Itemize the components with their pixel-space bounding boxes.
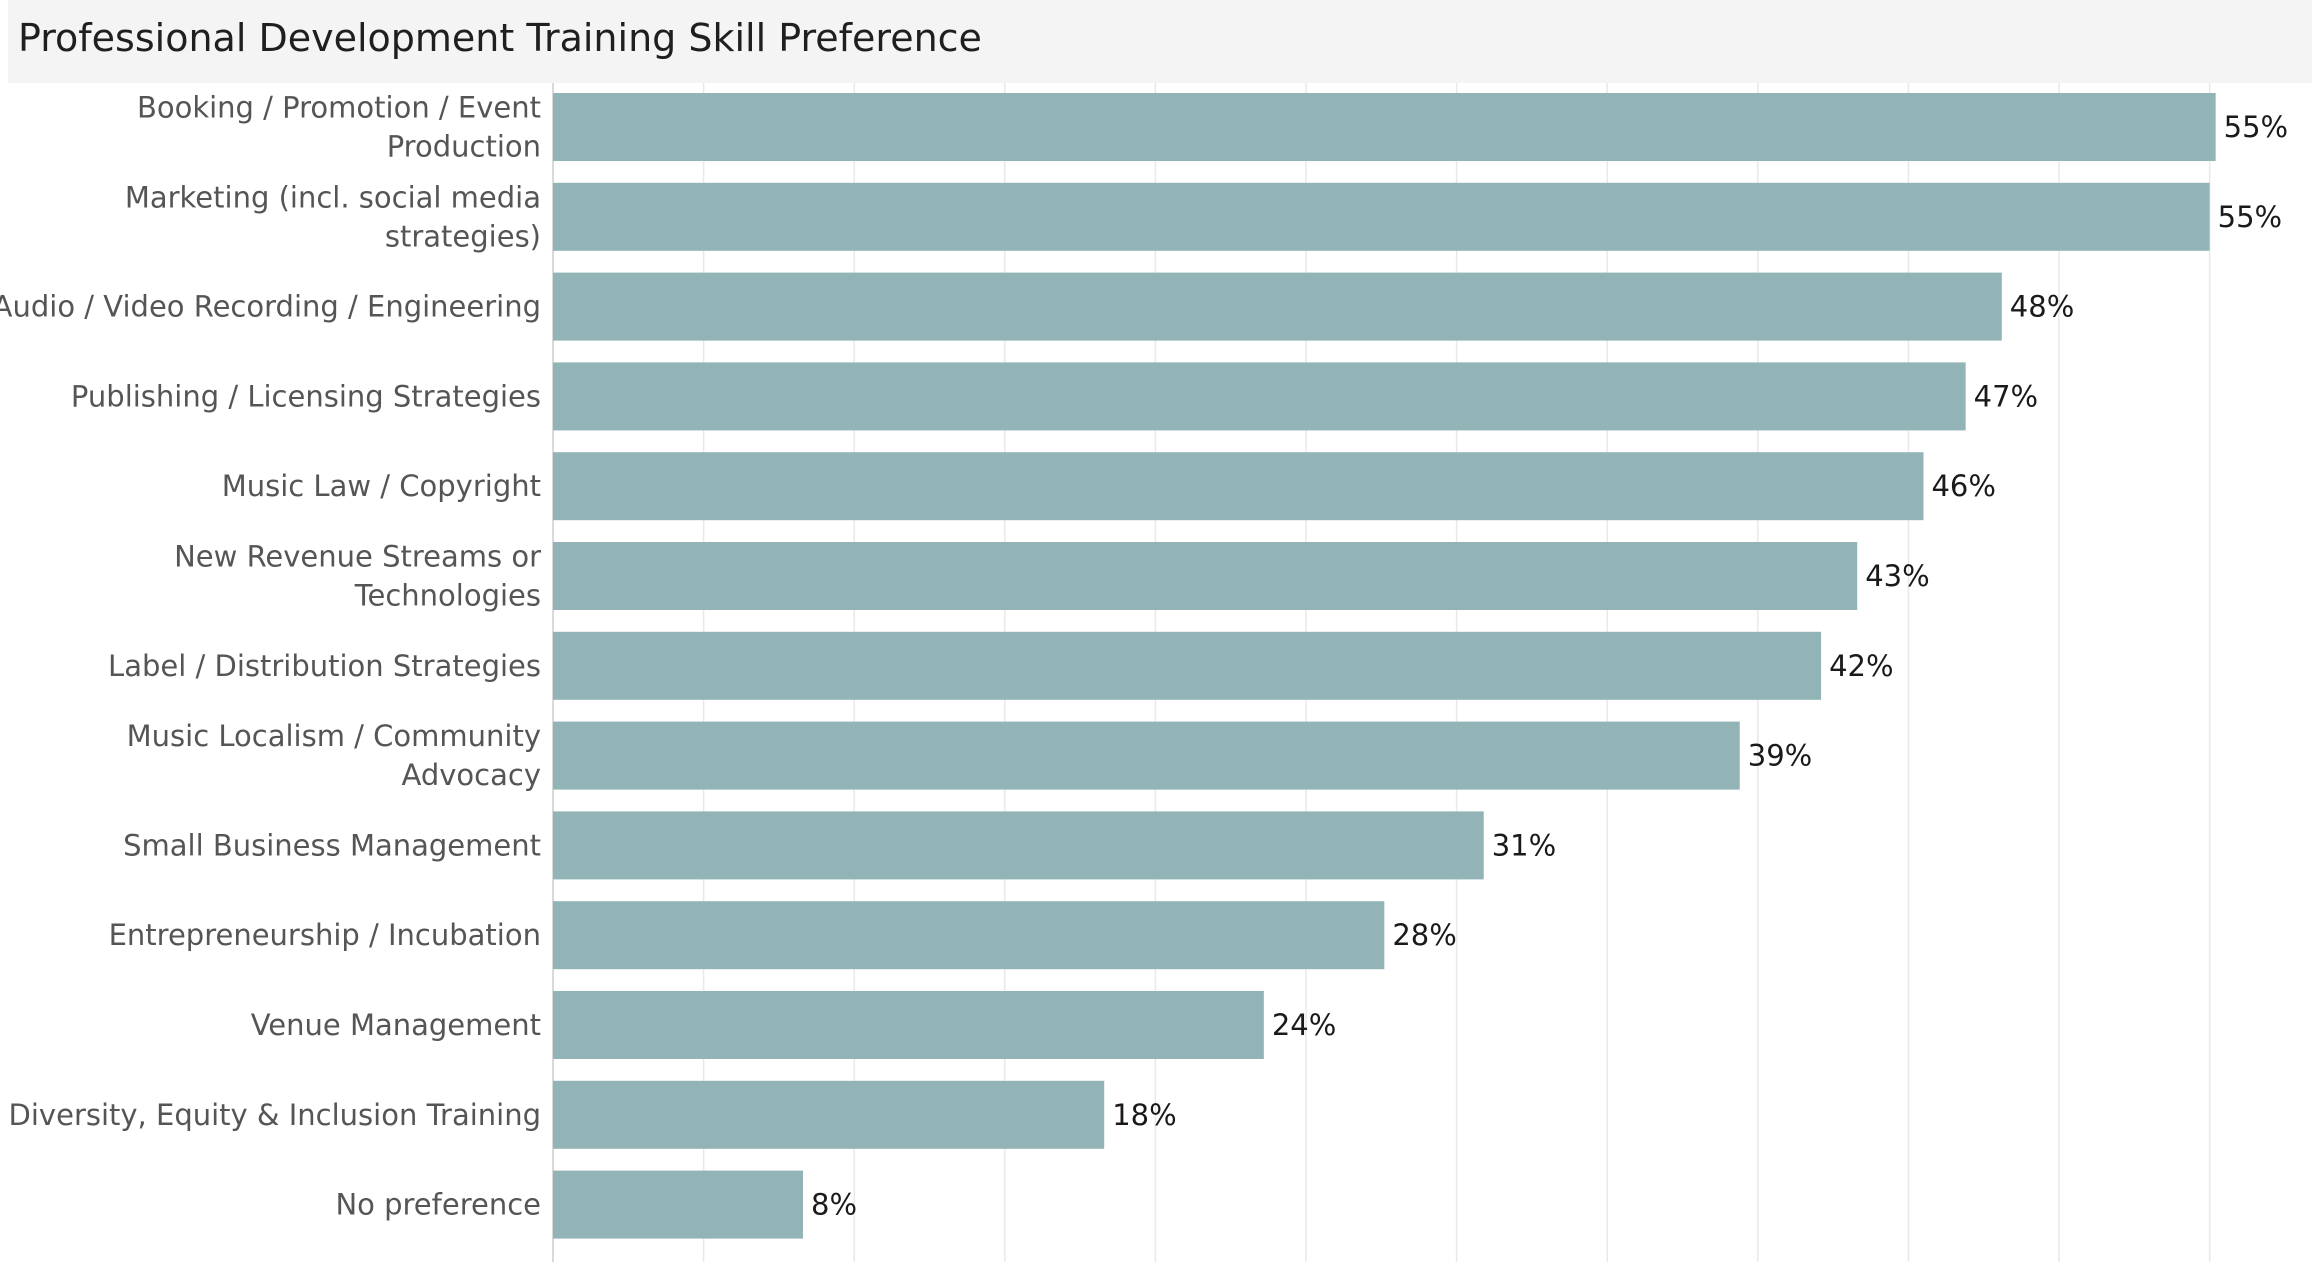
- category-label: Diversity, Equity & Inclusion Training: [9, 1098, 541, 1132]
- category-label: Audio / Video Recording / Engineering: [0, 290, 541, 324]
- category-label-line: Advocacy: [402, 758, 541, 792]
- value-label: 31%: [1492, 828, 1556, 862]
- bar[interactable]: [553, 811, 1484, 880]
- bar-chart: Booking / Promotion / Event Production Mar…: [0, 83, 2288, 1262]
- title-bar: Professional Development Training Skill …: [8, 0, 2312, 83]
- chart-title: Professional Development Training Skill …: [18, 16, 982, 60]
- category-label-line: Marketing (incl. social media: [125, 180, 541, 214]
- value-label: 55%: [2224, 110, 2288, 144]
- category-label: Entrepreneurship / Incubation: [109, 918, 541, 952]
- value-label: 8%: [811, 1188, 857, 1222]
- category-label: Venue Management: [251, 1008, 541, 1042]
- bar[interactable]: [553, 542, 1858, 610]
- category-label-line: No preference: [335, 1188, 541, 1222]
- category-label-line: Diversity, Equity & Inclusion Training: [9, 1098, 541, 1132]
- category-label-line: Booking / Promotion / Event: [137, 91, 541, 125]
- category-labels: Booking / Promotion / Event Production Mar…: [0, 91, 541, 1222]
- bar[interactable]: [553, 1080, 1105, 1149]
- category-label-line: Technologies: [354, 579, 541, 613]
- bar[interactable]: [553, 631, 1822, 700]
- category-label: New Revenue Streams or Technologies: [174, 540, 541, 613]
- category-label: Marketing (incl. social media strategies): [125, 180, 541, 253]
- bar[interactable]: [553, 1170, 804, 1239]
- bars: [553, 93, 2216, 1239]
- category-label-line: New Revenue Streams or: [174, 540, 541, 574]
- category-label-line: strategies): [385, 219, 541, 253]
- category-label: Music Law / Copyright: [222, 469, 541, 503]
- category-label: Small Business Management: [123, 828, 541, 862]
- value-labels: 55% 55% 48% 47% 46% 43% 42% 39% 31% 28% 24% 18% 8%: [811, 110, 2288, 1222]
- category-label-line: Music Localism / Community: [127, 719, 541, 753]
- bar[interactable]: [553, 901, 1385, 970]
- value-label: 39%: [1748, 739, 1812, 773]
- bar[interactable]: [553, 93, 2216, 161]
- category-label-line: Label / Distribution Strategies: [108, 649, 541, 683]
- category-label-line: Small Business Management: [123, 828, 541, 862]
- category-label: No preference: [335, 1188, 541, 1222]
- value-label: 47%: [1974, 379, 2038, 413]
- value-label: 55%: [2218, 200, 2282, 234]
- category-label-line: Production: [387, 130, 541, 164]
- category-label: Booking / Promotion / Event Production: [137, 91, 541, 164]
- value-label: 43%: [1865, 559, 1929, 593]
- category-label: Label / Distribution Strategies: [108, 649, 541, 683]
- value-label: 18%: [1112, 1098, 1176, 1132]
- category-label-line: Music Law / Copyright: [222, 469, 541, 503]
- value-label: 28%: [1392, 918, 1456, 952]
- value-label: 46%: [1931, 469, 1995, 503]
- value-label: 24%: [1272, 1008, 1336, 1042]
- category-label: Music Localism / Community Advocacy: [127, 719, 541, 792]
- bar[interactable]: [553, 991, 1264, 1059]
- category-label-line: Entrepreneurship / Incubation: [109, 918, 541, 952]
- category-label-line: Venue Management: [251, 1008, 541, 1042]
- category-label-line: Publishing / Licensing Strategies: [71, 379, 541, 413]
- category-label-line: Audio / Video Recording / Engineering: [0, 290, 541, 324]
- value-label: 42%: [1829, 649, 1893, 683]
- bar[interactable]: [553, 721, 1740, 790]
- bar[interactable]: [553, 452, 1924, 521]
- bar[interactable]: [553, 272, 2002, 341]
- value-label: 48%: [2010, 290, 2074, 324]
- bar[interactable]: [553, 362, 1966, 431]
- bar[interactable]: [553, 182, 2210, 251]
- category-label: Publishing / Licensing Strategies: [71, 379, 541, 413]
